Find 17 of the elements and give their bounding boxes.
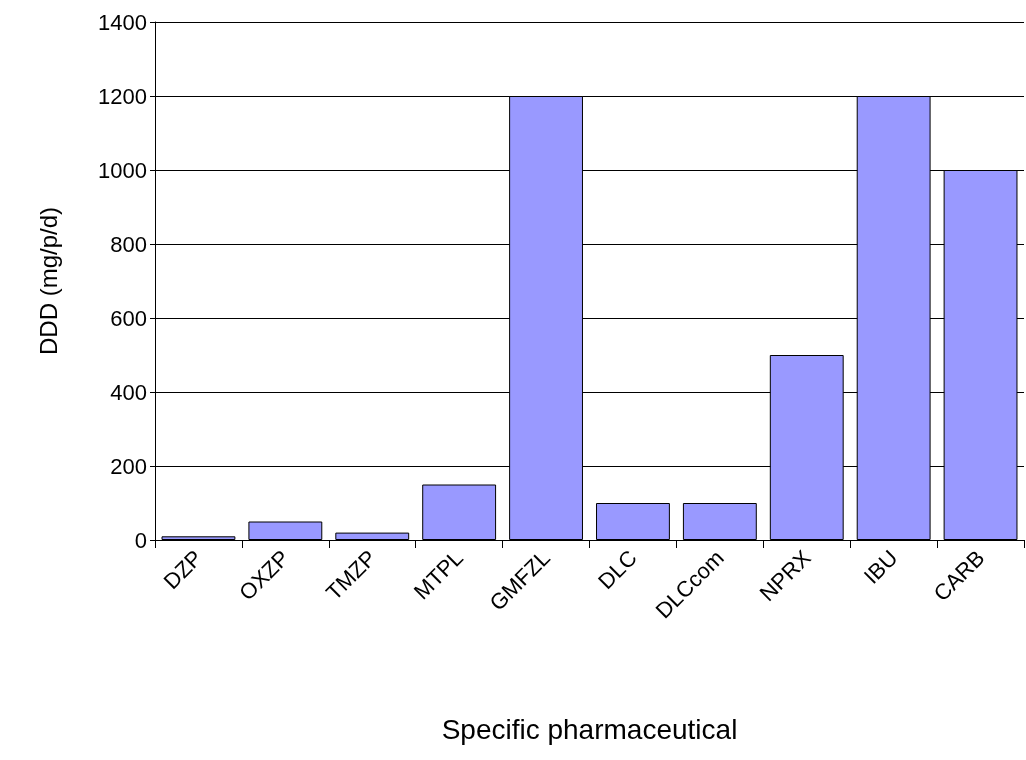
- x-tick-label: IBU: [858, 545, 903, 589]
- y-tick-label: 1200: [98, 83, 147, 109]
- bar: [422, 484, 497, 540]
- y-tick-label: 600: [110, 305, 147, 331]
- x-axis-title: Specific pharmaceutical: [441, 713, 738, 745]
- y-tick-label: 1400: [98, 9, 147, 35]
- y-tick-label: 0: [134, 527, 147, 553]
- bar: [596, 503, 670, 540]
- y-axis-title: DDD (mg/p/d): [34, 206, 62, 356]
- bar: [335, 532, 410, 540]
- y-tick-label: 400: [110, 379, 147, 405]
- y-tick-label: 200: [110, 453, 147, 479]
- bar: [682, 503, 757, 540]
- y-tick-label: 800: [110, 231, 147, 257]
- bar: [248, 521, 323, 540]
- y-tick-label: 1000: [98, 157, 147, 183]
- bar: [161, 536, 236, 540]
